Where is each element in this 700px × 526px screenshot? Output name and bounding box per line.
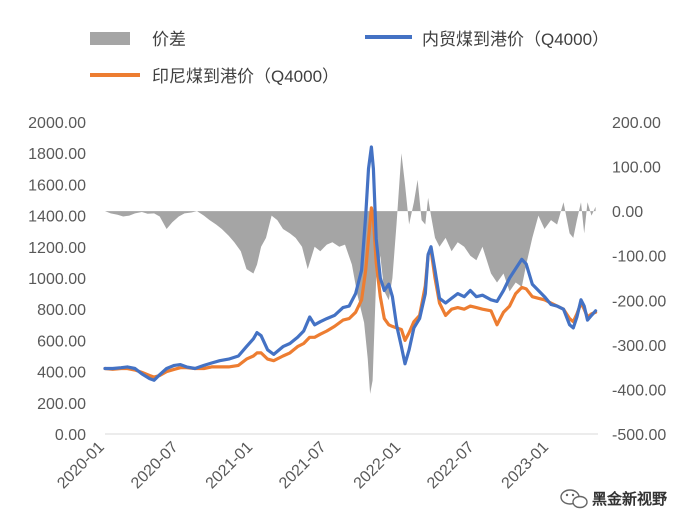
right-axis: -500.00 -400.00 -300.00 -200.00 -100.00 0.00 1… [612,115,666,444]
right-tick-label: -400.00 [612,382,666,399]
left-tick-label: 1400.00 [28,209,86,226]
series-line-indonesia [103,206,598,379]
right-tick-label: 200.00 [612,115,661,132]
x-tick-label: 2021-07 [276,439,330,493]
legend-label-indonesia: 印尼煤到港价（Q4000） [152,67,339,86]
x-tick-label: 2021-01 [203,439,257,493]
x-tick-label: 2022-07 [424,439,478,493]
right-tick-label: -200.00 [612,293,666,310]
x-tick-label: 2020-01 [54,439,108,493]
left-tick-label: 200.00 [37,396,86,413]
legend: 价差 内贸煤到港价（Q4000） 印尼煤到港价（Q4000） [90,30,609,86]
wechat-icon [560,489,588,509]
legend-label-spread: 价差 [152,30,186,49]
right-tick-label: 100.00 [612,160,661,177]
plot-area [103,145,598,435]
legend-item-domestic: 内贸煤到港价（Q4000） [365,30,609,49]
legend-label-domestic: 内贸煤到港价（Q4000） [422,30,609,49]
left-tick-label: 1200.00 [28,240,86,257]
left-tick-label: 0.00 [55,427,86,444]
left-tick-label: 600.00 [37,333,86,350]
watermark-text: 黑金新视野 [592,490,667,508]
right-tick-label: 0.00 [612,204,643,221]
left-tick-label: 1800.00 [28,146,86,163]
series-area-spread [105,153,596,394]
legend-swatch-spread [90,32,130,45]
series-line-domestic [103,145,598,382]
left-tick-label: 2000.00 [28,115,86,132]
x-axis: 2020-01 2020-07 2021-01 2021-07 2022-01 2022-… [54,439,552,493]
x-tick-label: 2022-01 [351,439,405,493]
legend-item-indonesia: 印尼煤到港价（Q4000） [90,67,339,86]
left-tick-label: 800.00 [37,302,86,319]
right-tick-label: -500.00 [612,427,666,444]
left-tick-label: 400.00 [37,365,86,382]
right-tick-label: -100.00 [612,249,666,266]
left-tick-label: 1600.00 [28,177,86,194]
x-tick-label: 2020-07 [128,439,182,493]
x-tick-label: 2023-01 [499,439,553,493]
left-axis: 0.00 200.00 400.00 600.00 800.00 1000.00 1200.… [28,115,86,444]
right-tick-label: -300.00 [612,338,666,355]
legend-item-spread: 价差 [90,30,186,49]
watermark: 黑金新视野 [560,489,667,509]
left-tick-label: 1000.00 [28,271,86,288]
